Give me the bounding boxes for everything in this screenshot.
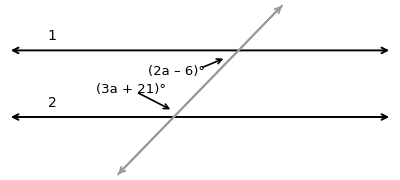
Text: (3a + 21)°: (3a + 21)° [96, 84, 166, 96]
Text: 2: 2 [48, 96, 56, 110]
Text: (2a – 6)°: (2a – 6)° [148, 66, 205, 78]
Text: 1: 1 [48, 29, 56, 43]
